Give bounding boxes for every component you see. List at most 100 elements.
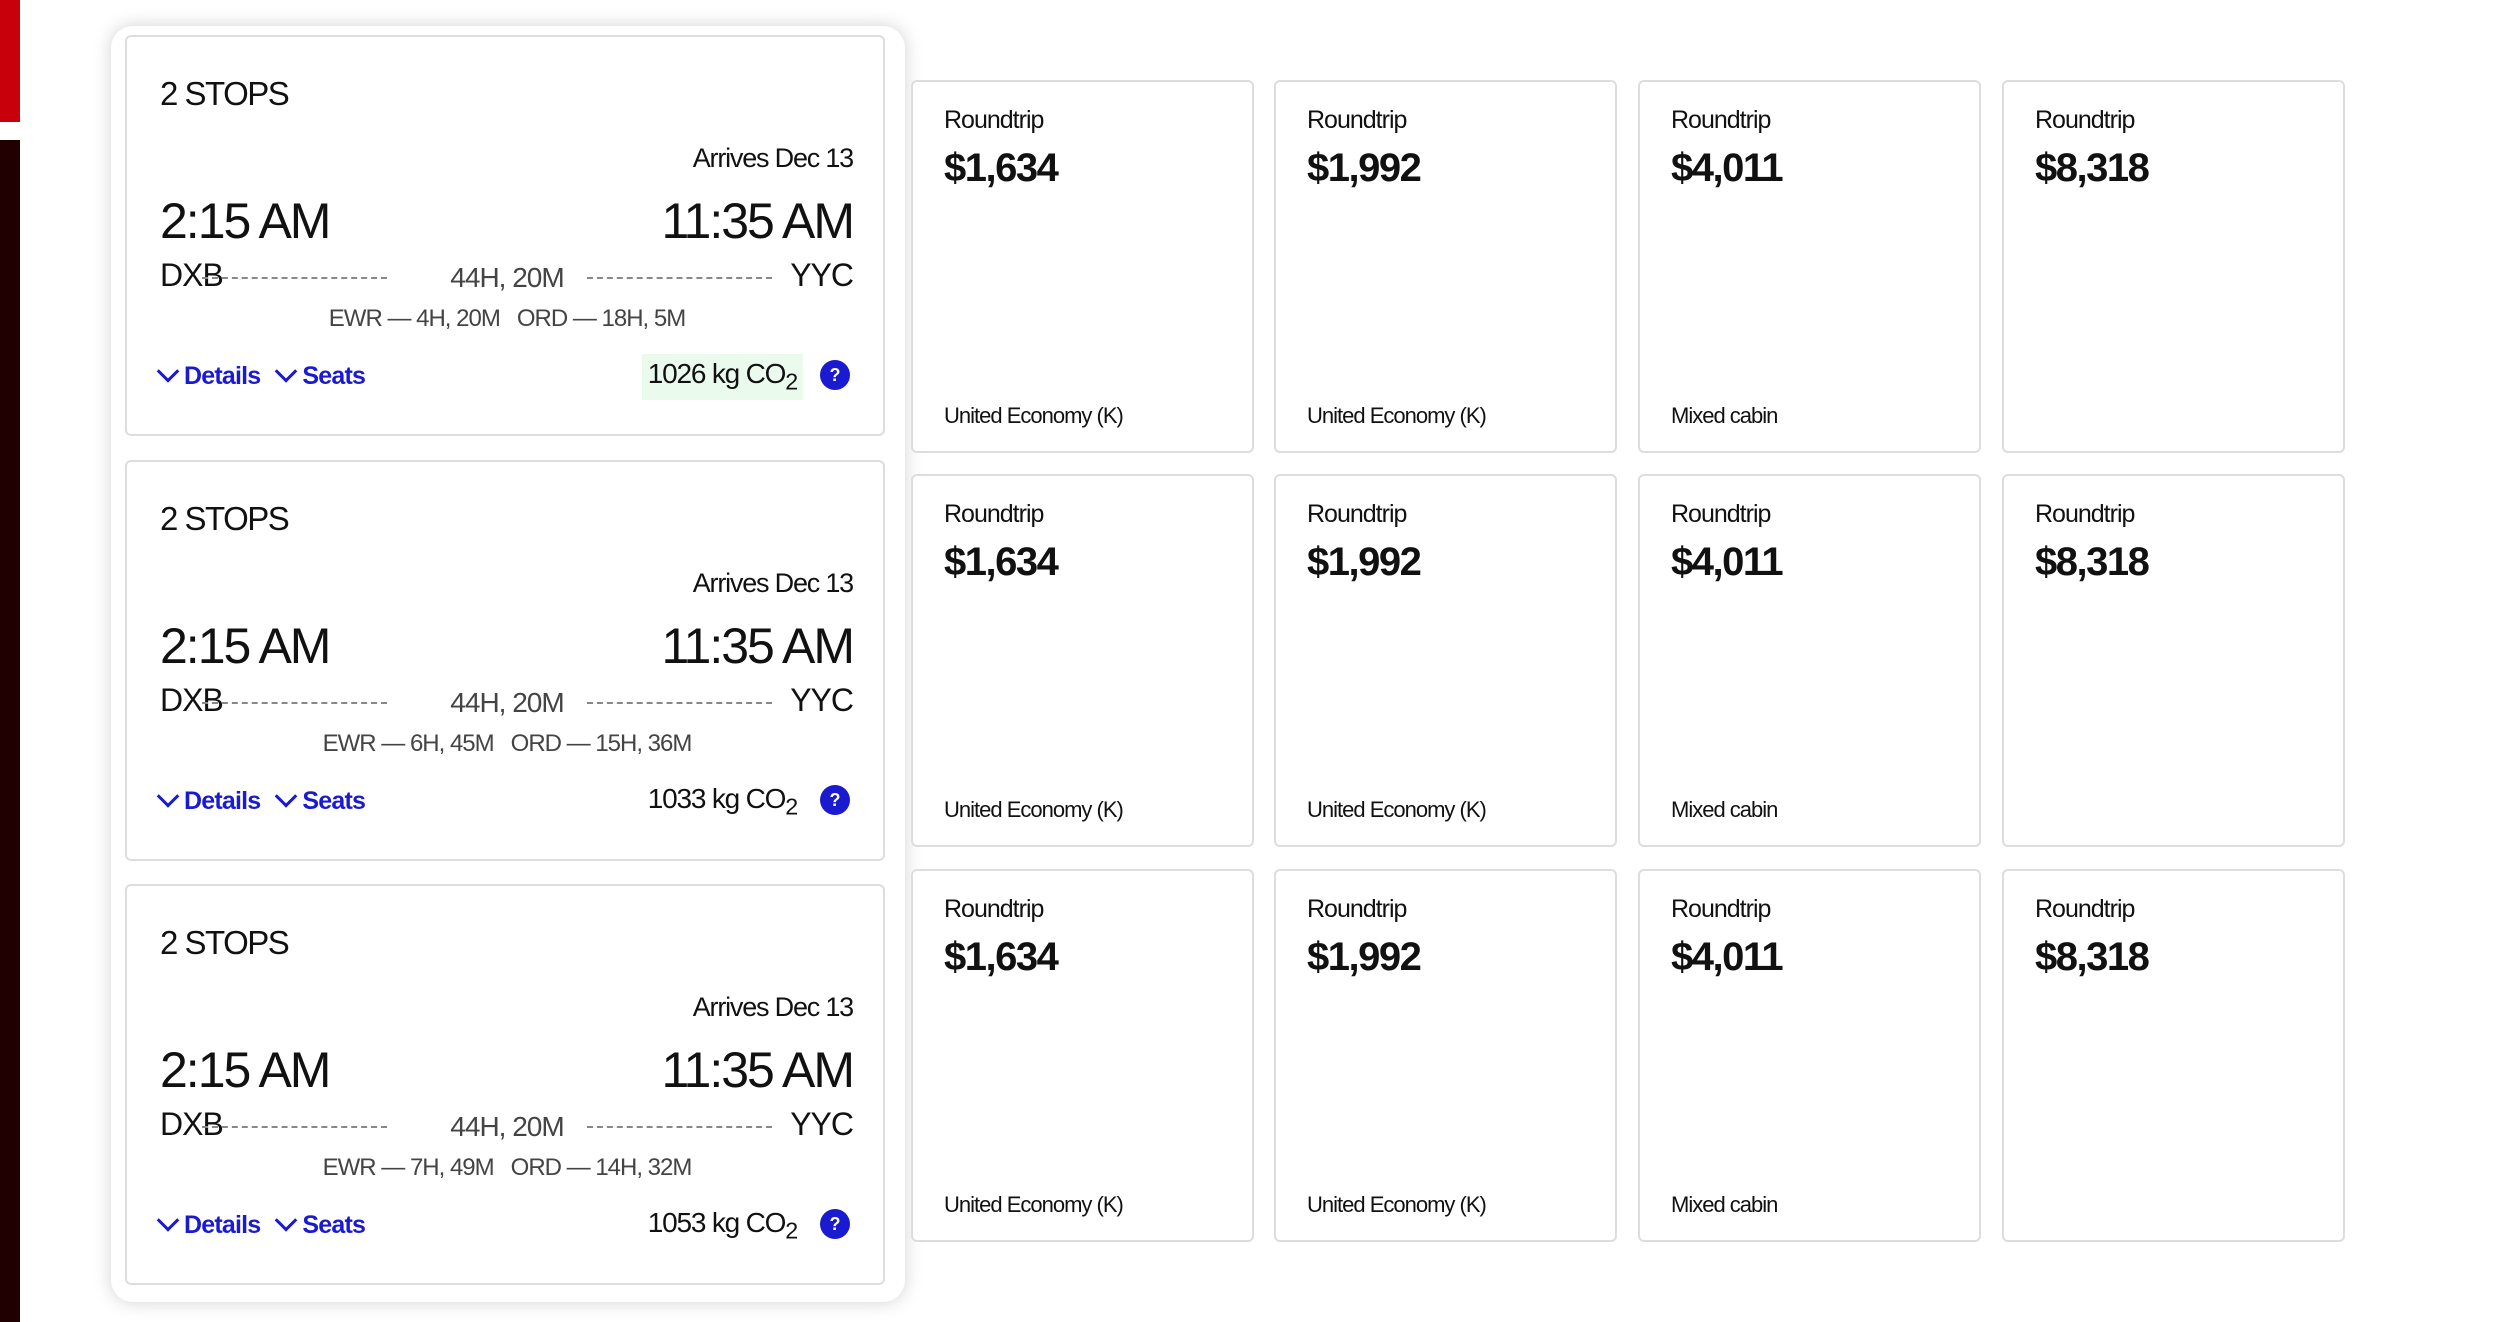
flight-card[interactable]: 2 STOPS Arrives Dec 13 2:15 AM 11:35 AM … xyxy=(125,884,885,1285)
trip-type: Roundtrip xyxy=(1671,500,1771,528)
arrival-time: 11:35 AM xyxy=(661,618,855,674)
co2-value: 1053 kg CO xyxy=(647,1207,787,1238)
flight-card[interactable]: 2 STOPS Arrives Dec 13 2:15 AM 11:35 AM … xyxy=(125,460,885,861)
help-icon[interactable]: ? xyxy=(820,360,850,390)
fare-price: $1,992 xyxy=(1307,935,1422,979)
trip-type: Roundtrip xyxy=(944,106,1044,134)
chevron-down-icon xyxy=(156,784,180,808)
departure-time: 2:15 AM xyxy=(160,1042,331,1098)
stops-label: 2 STOPS xyxy=(160,500,290,537)
trip-type: Roundtrip xyxy=(944,895,1044,923)
fare-option[interactable]: Roundtrip $8,318 xyxy=(2002,80,2345,453)
cabin-class: United Economy (K) xyxy=(944,797,1124,822)
fare-price: $1,992 xyxy=(1307,540,1422,584)
fare-option[interactable]: Roundtrip $8,318 xyxy=(2002,474,2345,847)
seats-toggle[interactable]: Seats xyxy=(275,784,366,816)
arrival-date: Arrives Dec 13 xyxy=(692,143,854,173)
details-toggle[interactable]: Details xyxy=(156,1208,261,1240)
co2-subscript: 2 xyxy=(785,1217,798,1244)
chevron-down-icon xyxy=(275,784,298,808)
cabin-class: United Economy (K) xyxy=(1307,403,1487,428)
details-label: Details xyxy=(184,362,261,390)
route-line xyxy=(587,702,772,704)
stops-label: 2 STOPS xyxy=(160,924,290,961)
cabin-class: United Economy (K) xyxy=(1307,797,1487,822)
details-toggle[interactable]: Details xyxy=(156,359,261,391)
fare-option[interactable]: Roundtrip $1,992 United Economy (K) xyxy=(1274,869,1617,1242)
trip-type: Roundtrip xyxy=(1671,895,1771,923)
layovers: EWR — 6H, 45M ORD — 15H, 36M xyxy=(322,730,693,757)
trip-type: Roundtrip xyxy=(1307,500,1407,528)
fare-price: $8,318 xyxy=(2035,146,2150,190)
seats-label: Seats xyxy=(302,362,366,390)
fare-option[interactable]: Roundtrip $1,634 United Economy (K) xyxy=(911,474,1254,847)
route-line xyxy=(202,277,387,279)
fare-option[interactable]: Roundtrip $1,634 United Economy (K) xyxy=(911,80,1254,453)
brand-accent-bar xyxy=(0,0,20,122)
fare-option[interactable]: Roundtrip $4,011 Mixed cabin xyxy=(1638,474,1981,847)
cabin-class: United Economy (K) xyxy=(944,403,1124,428)
fare-price: $1,634 xyxy=(944,540,1059,584)
trip-type: Roundtrip xyxy=(944,500,1044,528)
seats-label: Seats xyxy=(302,1211,366,1239)
cabin-class: Mixed cabin xyxy=(1671,1192,1778,1217)
fare-price: $8,318 xyxy=(2035,935,2150,979)
details-label: Details xyxy=(184,787,261,815)
origin-airport: DXB xyxy=(160,257,224,293)
origin-airport: DXB xyxy=(160,682,224,718)
fare-option[interactable]: Roundtrip $4,011 Mixed cabin xyxy=(1638,80,1981,453)
departure-time: 2:15 AM xyxy=(160,193,331,249)
duration: 44H, 20M xyxy=(450,1111,564,1142)
fare-option[interactable]: Roundtrip $8,318 xyxy=(2002,869,2345,1242)
duration: 44H, 20M xyxy=(450,687,564,718)
destination-airport: YYC xyxy=(790,682,854,718)
trip-type: Roundtrip xyxy=(2035,895,2135,923)
fare-price: $1,634 xyxy=(944,935,1059,979)
help-icon[interactable]: ? xyxy=(820,785,850,815)
layovers: EWR — 7H, 49M ORD — 14H, 32M xyxy=(322,1154,693,1181)
seats-toggle[interactable]: Seats xyxy=(275,359,366,391)
co2-subscript: 2 xyxy=(785,368,798,395)
fare-option[interactable]: Roundtrip $1,634 United Economy (K) xyxy=(911,869,1254,1242)
flight-card[interactable]: 2 STOPS Arrives Dec 13 2:15 AM 11:35 AM … xyxy=(125,35,885,436)
fare-option[interactable]: Roundtrip $4,011 Mixed cabin xyxy=(1638,869,1981,1242)
trip-type: Roundtrip xyxy=(1307,895,1407,923)
help-icon[interactable]: ? xyxy=(820,1209,850,1239)
chevron-down-icon xyxy=(275,1208,298,1232)
fare-price: $4,011 xyxy=(1671,540,1784,584)
co2-value: 1033 kg CO xyxy=(647,783,787,814)
fare-price: $8,318 xyxy=(2035,540,2150,584)
destination-airport: YYC xyxy=(790,1106,854,1142)
route-line xyxy=(587,277,772,279)
cabin-class: Mixed cabin xyxy=(1671,797,1778,822)
trip-type: Roundtrip xyxy=(2035,106,2135,134)
arrival-date: Arrives Dec 13 xyxy=(692,568,854,598)
chevron-down-icon xyxy=(156,1208,180,1232)
seats-toggle[interactable]: Seats xyxy=(275,1208,366,1240)
cabin-class: United Economy (K) xyxy=(944,1192,1124,1217)
chevron-down-icon xyxy=(275,359,298,383)
destination-airport: YYC xyxy=(790,257,854,293)
cabin-class: Mixed cabin xyxy=(1671,403,1778,428)
fare-option[interactable]: Roundtrip $1,992 United Economy (K) xyxy=(1274,474,1617,847)
co2-emissions: 1033 kg CO2 xyxy=(642,779,803,825)
fare-option[interactable]: Roundtrip $1,992 United Economy (K) xyxy=(1274,80,1617,453)
cabin-class: United Economy (K) xyxy=(1307,1192,1487,1217)
co2-value: 1026 kg CO xyxy=(647,358,787,389)
route-line xyxy=(202,702,387,704)
fare-price: $4,011 xyxy=(1671,146,1784,190)
details-toggle[interactable]: Details xyxy=(156,784,261,816)
fare-price: $4,011 xyxy=(1671,935,1784,979)
arrival-time: 11:35 AM xyxy=(661,193,855,249)
chevron-down-icon xyxy=(156,359,180,383)
trip-type: Roundtrip xyxy=(2035,500,2135,528)
seats-label: Seats xyxy=(302,787,366,815)
origin-airport: DXB xyxy=(160,1106,224,1142)
fare-price: $1,992 xyxy=(1307,146,1422,190)
side-bar xyxy=(0,140,20,1322)
co2-emissions: 1053 kg CO2 xyxy=(642,1203,803,1249)
arrival-date: Arrives Dec 13 xyxy=(692,992,854,1022)
co2-emissions: 1026 kg CO2 xyxy=(641,354,803,400)
trip-type: Roundtrip xyxy=(1307,106,1407,134)
details-label: Details xyxy=(184,1211,261,1239)
